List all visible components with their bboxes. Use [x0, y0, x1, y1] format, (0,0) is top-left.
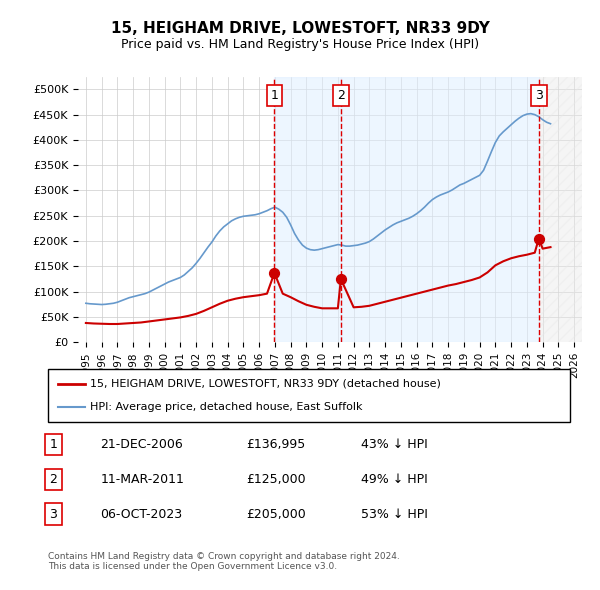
Text: 3: 3: [49, 508, 57, 521]
Text: 15, HEIGHAM DRIVE, LOWESTOFT, NR33 9DY: 15, HEIGHAM DRIVE, LOWESTOFT, NR33 9DY: [110, 21, 490, 35]
Text: £205,000: £205,000: [247, 508, 306, 521]
Text: £125,000: £125,000: [247, 473, 306, 486]
Text: 1: 1: [49, 438, 57, 451]
Text: 53% ↓ HPI: 53% ↓ HPI: [361, 508, 428, 521]
Text: 06-OCT-2023: 06-OCT-2023: [100, 508, 182, 521]
Text: HPI: Average price, detached house, East Suffolk: HPI: Average price, detached house, East…: [90, 402, 362, 412]
Text: £136,995: £136,995: [247, 438, 305, 451]
Point: [269, 268, 279, 278]
FancyBboxPatch shape: [48, 369, 570, 422]
Text: 49% ↓ HPI: 49% ↓ HPI: [361, 473, 428, 486]
Text: 43% ↓ HPI: 43% ↓ HPI: [361, 438, 428, 451]
Text: 2: 2: [337, 88, 345, 102]
Text: 21-DEC-2006: 21-DEC-2006: [100, 438, 183, 451]
Text: Price paid vs. HM Land Registry's House Price Index (HPI): Price paid vs. HM Land Registry's House …: [121, 38, 479, 51]
Point: [534, 234, 544, 243]
Text: 3: 3: [535, 88, 543, 102]
Bar: [274, 77, 341, 342]
Bar: [539, 77, 582, 342]
Point: [336, 274, 346, 284]
Text: 2: 2: [49, 473, 57, 486]
Text: 15, HEIGHAM DRIVE, LOWESTOFT, NR33 9DY (detached house): 15, HEIGHAM DRIVE, LOWESTOFT, NR33 9DY (…: [90, 379, 440, 389]
Text: 11-MAR-2011: 11-MAR-2011: [100, 473, 184, 486]
Bar: [341, 77, 539, 342]
Text: 1: 1: [271, 88, 278, 102]
Text: Contains HM Land Registry data © Crown copyright and database right 2024.
This d: Contains HM Land Registry data © Crown c…: [48, 552, 400, 571]
